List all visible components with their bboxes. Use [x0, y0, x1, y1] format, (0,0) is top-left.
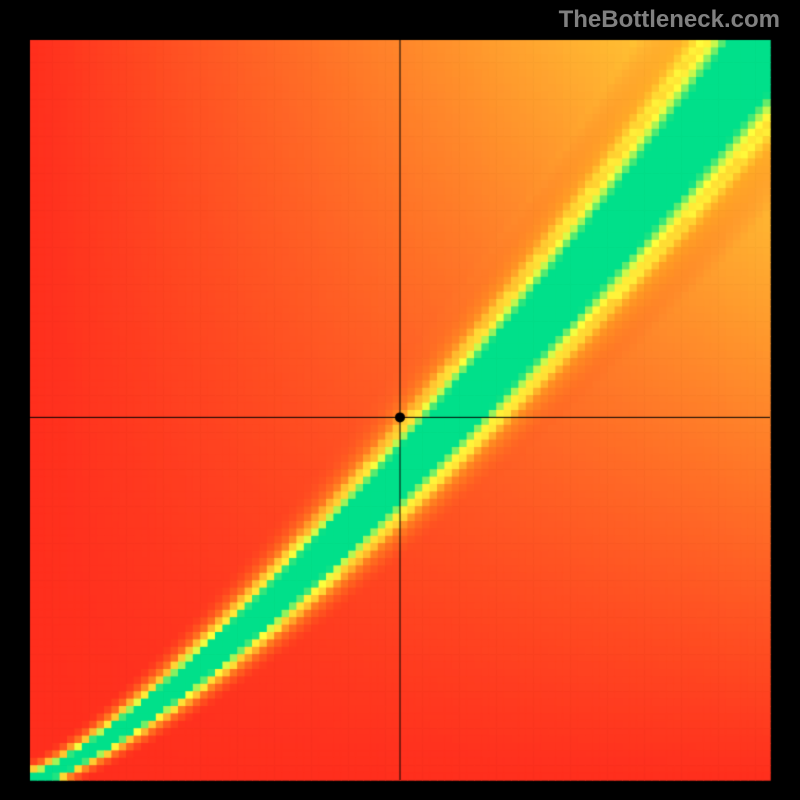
bottleneck-heatmap: [0, 0, 800, 800]
watermark-text: TheBottleneck.com: [559, 6, 780, 34]
